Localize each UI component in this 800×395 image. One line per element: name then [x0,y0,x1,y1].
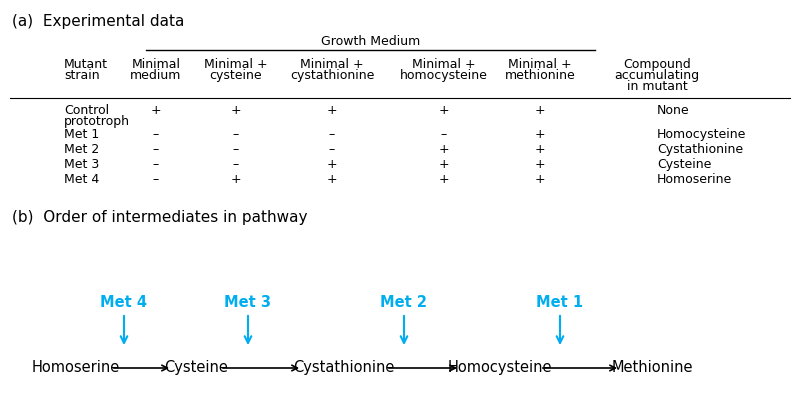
Text: +: + [150,104,162,117]
Text: Met 2: Met 2 [381,295,427,310]
Text: in mutant: in mutant [626,80,687,93]
Text: Mutant: Mutant [64,58,108,71]
Text: –: – [329,128,335,141]
Text: –: – [329,143,335,156]
Text: Cystathionine: Cystathionine [294,360,394,375]
Text: +: + [326,158,338,171]
Text: homocysteine: homocysteine [400,69,488,82]
Text: None: None [657,104,690,117]
Text: Control: Control [64,104,109,117]
Text: –: – [233,158,239,171]
Text: +: + [534,104,546,117]
Text: +: + [438,143,450,156]
Text: medium: medium [130,69,182,82]
Text: Homoserine: Homoserine [32,360,120,375]
Text: Methionine: Methionine [611,360,693,375]
Text: Minimal +: Minimal + [412,58,476,71]
Text: Minimal: Minimal [131,58,181,71]
Text: –: – [153,158,159,171]
Text: strain: strain [64,69,100,82]
Text: –: – [233,143,239,156]
Text: +: + [438,173,450,186]
Text: Met 1: Met 1 [537,295,583,310]
Text: accumulating: accumulating [614,69,699,82]
Text: Met 2: Met 2 [64,143,99,156]
Text: +: + [230,104,242,117]
Text: Met 1: Met 1 [64,128,99,141]
Text: prototroph: prototroph [64,115,130,128]
Text: methionine: methionine [505,69,575,82]
Text: cystathionine: cystathionine [290,69,374,82]
Text: Compound: Compound [623,58,691,71]
Text: Met 4: Met 4 [64,173,99,186]
Text: –: – [153,128,159,141]
Text: +: + [326,173,338,186]
Text: Cysteine: Cysteine [164,360,228,375]
Text: Met 3: Met 3 [64,158,99,171]
Text: +: + [326,104,338,117]
Text: Minimal +: Minimal + [204,58,268,71]
Text: +: + [534,173,546,186]
Text: Homocysteine: Homocysteine [448,360,552,375]
Text: Minimal +: Minimal + [508,58,572,71]
Text: Growth Medium: Growth Medium [321,35,420,48]
Text: +: + [438,158,450,171]
Text: cysteine: cysteine [210,69,262,82]
Text: Cystathionine: Cystathionine [657,143,743,156]
Text: –: – [233,128,239,141]
Text: –: – [441,128,447,141]
Text: +: + [438,104,450,117]
Text: +: + [534,158,546,171]
Text: +: + [534,128,546,141]
Text: +: + [230,173,242,186]
Text: Met 3: Met 3 [225,295,271,310]
Text: –: – [153,173,159,186]
Text: (b)  Order of intermediates in pathway: (b) Order of intermediates in pathway [12,210,307,225]
Text: Homocysteine: Homocysteine [657,128,746,141]
Text: Met 4: Met 4 [101,295,147,310]
Text: +: + [534,143,546,156]
Text: Minimal +: Minimal + [300,58,364,71]
Text: Cysteine: Cysteine [657,158,711,171]
Text: Homoserine: Homoserine [657,173,732,186]
Text: (a)  Experimental data: (a) Experimental data [12,14,184,29]
Text: –: – [153,143,159,156]
